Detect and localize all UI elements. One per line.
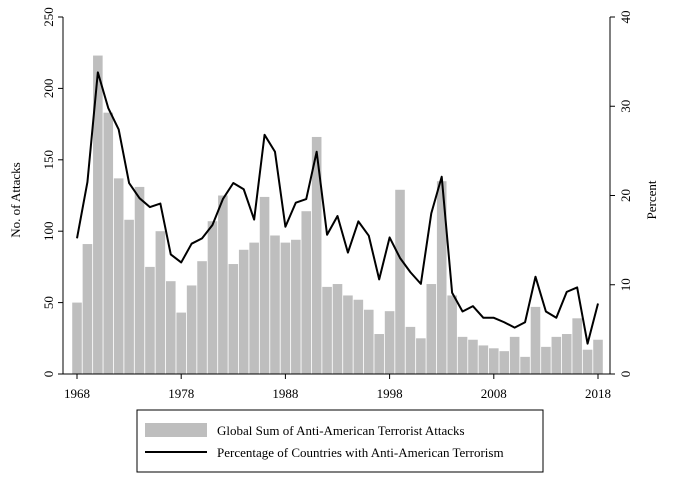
bar-1978 (176, 312, 186, 374)
bar-1990 (301, 211, 312, 374)
bar-1979 (186, 285, 197, 374)
x-tick-label-1968: 1968 (64, 386, 90, 401)
bar-1989 (291, 239, 301, 374)
bar-2014 (551, 336, 562, 374)
bar-1975 (145, 266, 155, 374)
bar-1984 (238, 249, 249, 374)
bar-2010 (509, 336, 520, 374)
bar-2006 (468, 339, 478, 374)
y2-tick-label-20: 20 (618, 189, 633, 202)
bar-1982 (218, 195, 228, 374)
bar-1980 (197, 261, 207, 374)
y-tick-label-150: 150 (41, 150, 56, 170)
bar-1987 (270, 235, 280, 374)
y-tick-label-250: 250 (41, 7, 56, 27)
y-tick-label-50: 50 (41, 296, 56, 309)
bar-2008 (489, 348, 499, 374)
y-axis-label: No. of Attacks (8, 162, 23, 237)
bar-2012 (530, 306, 541, 374)
bar-2005 (457, 336, 468, 374)
bar-2001 (416, 338, 426, 374)
bar-1998 (384, 311, 395, 374)
legend-box (136, 409, 544, 473)
y-tick-label-0: 0 (41, 371, 56, 378)
bar-1995 (353, 299, 364, 374)
bar-2017 (582, 349, 593, 374)
bar-1976 (155, 231, 166, 374)
bar-2004 (447, 295, 457, 374)
bar-1973 (124, 219, 134, 374)
bar-1972 (113, 178, 124, 374)
x-tick-label-1978: 1978 (168, 386, 194, 401)
bar-1981 (207, 221, 218, 374)
x-tick-label-1988: 1988 (272, 386, 298, 401)
bar-1999 (395, 189, 405, 374)
bar-1986 (259, 196, 270, 374)
bar-1992 (322, 286, 332, 374)
bar-2000 (405, 326, 416, 374)
bar-1988 (280, 242, 291, 374)
bar-2015 (561, 334, 572, 374)
legend-label-bars: Global Sum of Anti-American Terrorist At… (217, 423, 465, 438)
bar-series (72, 55, 603, 375)
x-tick-label-2008: 2008 (481, 386, 507, 401)
bar-1977 (165, 281, 176, 374)
bar-1985 (249, 242, 259, 374)
bar-1974 (134, 186, 145, 374)
bar-1993 (332, 284, 343, 374)
legend-label-line: Percentage of Countries with Anti-Americ… (217, 445, 504, 460)
bar-2013 (541, 346, 551, 374)
bar-1969 (82, 244, 93, 374)
y2-axis-label: Percent (644, 180, 659, 219)
bar-1971 (103, 112, 114, 375)
y2-tick-label-40: 40 (618, 11, 633, 24)
bar-1996 (363, 309, 374, 374)
legend-swatch-bars (145, 423, 207, 437)
bar-1983 (228, 264, 239, 374)
line-percentage (76, 71, 599, 345)
y2-tick-label-0: 0 (618, 371, 633, 378)
line-series (76, 71, 599, 345)
x-tick-label-2018: 2018 (585, 386, 611, 401)
y-tick-label-100: 100 (41, 221, 56, 241)
bar-1968 (72, 302, 82, 374)
bar-1994 (343, 295, 353, 374)
x-tick-label-1998: 1998 (377, 386, 403, 401)
y2-tick-label-30: 30 (618, 100, 633, 113)
bar-1997 (374, 334, 384, 374)
bar-2003 (436, 181, 447, 374)
bar-1970 (93, 55, 103, 375)
y2-tick-label-10: 10 (618, 278, 633, 291)
bar-2007 (478, 345, 489, 374)
y-tick-label-200: 200 (41, 79, 56, 99)
bar-2018 (593, 339, 603, 374)
legend: Global Sum of Anti-American Terrorist At… (136, 409, 544, 473)
bar-2016 (572, 318, 582, 374)
bar-1991 (311, 136, 322, 374)
bar-2011 (520, 356, 530, 374)
bar-2002 (426, 284, 437, 374)
axes: 0 50 100 150 200 250 0 10 20 30 40 1968 1978 1988 1998… (41, 7, 633, 401)
bar-2009 (499, 351, 510, 374)
